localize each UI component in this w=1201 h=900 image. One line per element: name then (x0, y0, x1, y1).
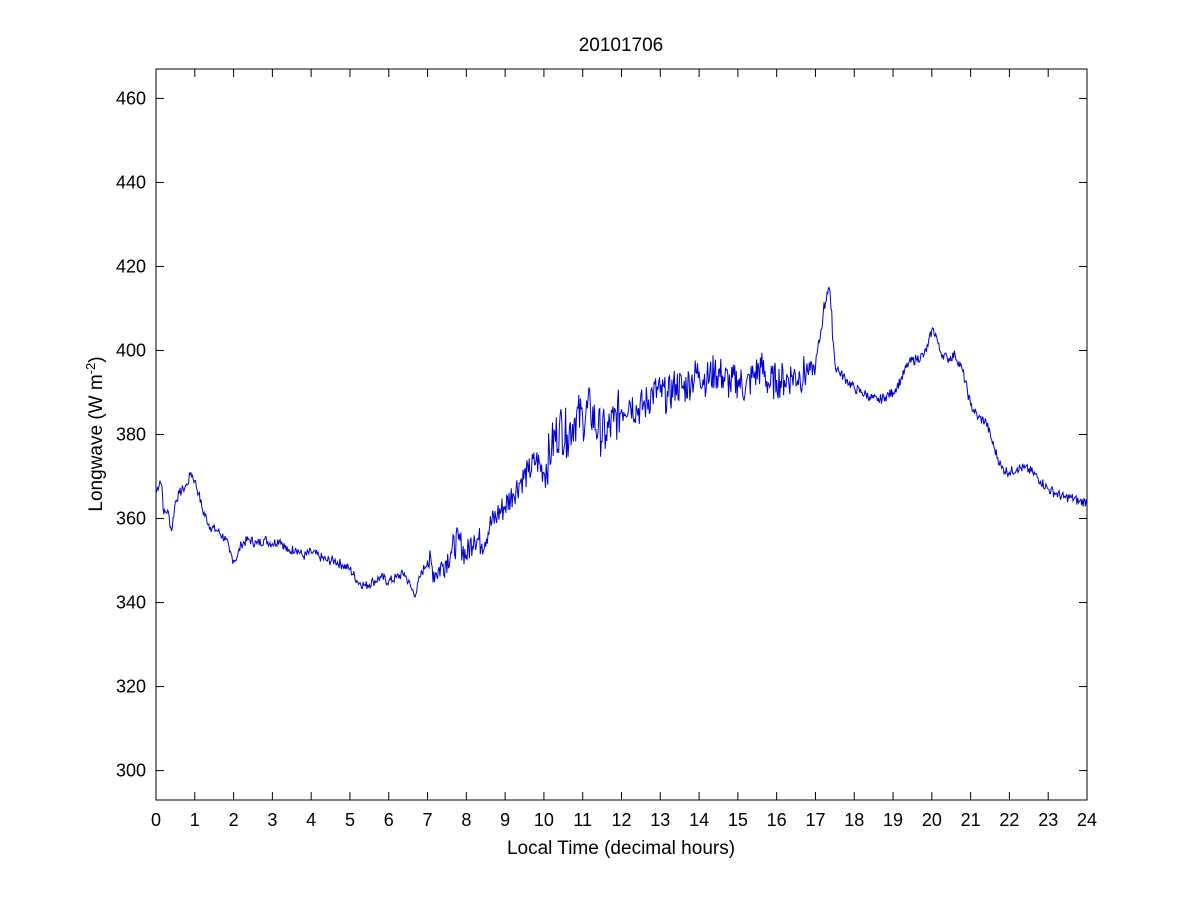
x-tick-label: 5 (345, 810, 355, 830)
y-tick-label: 320 (116, 677, 146, 697)
x-tick-label: 7 (423, 810, 433, 830)
x-tick-label: 19 (883, 810, 903, 830)
y-axis-title: Longwave (W m-2) (83, 356, 107, 511)
y-tick-label: 340 (116, 593, 146, 613)
x-tick-label: 12 (611, 810, 631, 830)
x-tick-label: 14 (689, 810, 709, 830)
y-tick-labels: 300 320 340 360 380 400 420 440 460 (116, 88, 146, 780)
x-tick-label: 24 (1077, 810, 1097, 830)
y-axis-title-end: ) (86, 356, 107, 362)
x-tick-label: 20 (922, 810, 942, 830)
x-tick-label: 22 (999, 810, 1019, 830)
y-axis-title-superscript: -2 (83, 363, 98, 375)
y-tick-label: 460 (116, 88, 146, 108)
axis-ticks (155, 69, 1088, 800)
x-tick-label: 0 (151, 810, 161, 830)
x-tick-label: 3 (267, 810, 277, 830)
x-tick-label: 15 (728, 810, 748, 830)
series-line-longwave (155, 286, 1088, 598)
plot-area (155, 68, 1088, 801)
y-axis-title-main: Longwave (W m (86, 374, 107, 511)
x-tick-label: 21 (961, 810, 981, 830)
y-tick-label: 400 (116, 340, 146, 360)
x-tick-label: 2 (229, 810, 239, 830)
x-tick-label: 23 (1038, 810, 1058, 830)
x-tick-label: 11 (573, 810, 592, 830)
x-tick-label: 8 (461, 810, 471, 830)
x-tick-label: 18 (844, 810, 864, 830)
y-tick-label: 300 (116, 761, 146, 781)
x-tick-label: 17 (805, 810, 825, 830)
x-tick-label: 9 (500, 810, 510, 830)
x-axis-title: Local Time (decimal hours) (507, 838, 735, 859)
x-tick-label: 13 (650, 810, 670, 830)
y-tick-label: 440 (116, 172, 146, 192)
chart-title: 20101706 (579, 35, 664, 56)
y-tick-label: 360 (116, 509, 146, 529)
x-tick-label: 6 (384, 810, 394, 830)
x-tick-label: 16 (767, 810, 787, 830)
x-tick-label: 10 (534, 810, 554, 830)
y-tick-label: 420 (116, 256, 146, 276)
x-tick-label: 4 (306, 810, 316, 830)
x-tick-labels: 0 1 2 3 4 5 6 7 8 9 10 11 12 13 14 15 16 17 18 19 20 21 22 23 24 (151, 810, 1097, 830)
y-tick-label: 380 (116, 425, 146, 445)
x-tick-label: 1 (190, 810, 200, 830)
